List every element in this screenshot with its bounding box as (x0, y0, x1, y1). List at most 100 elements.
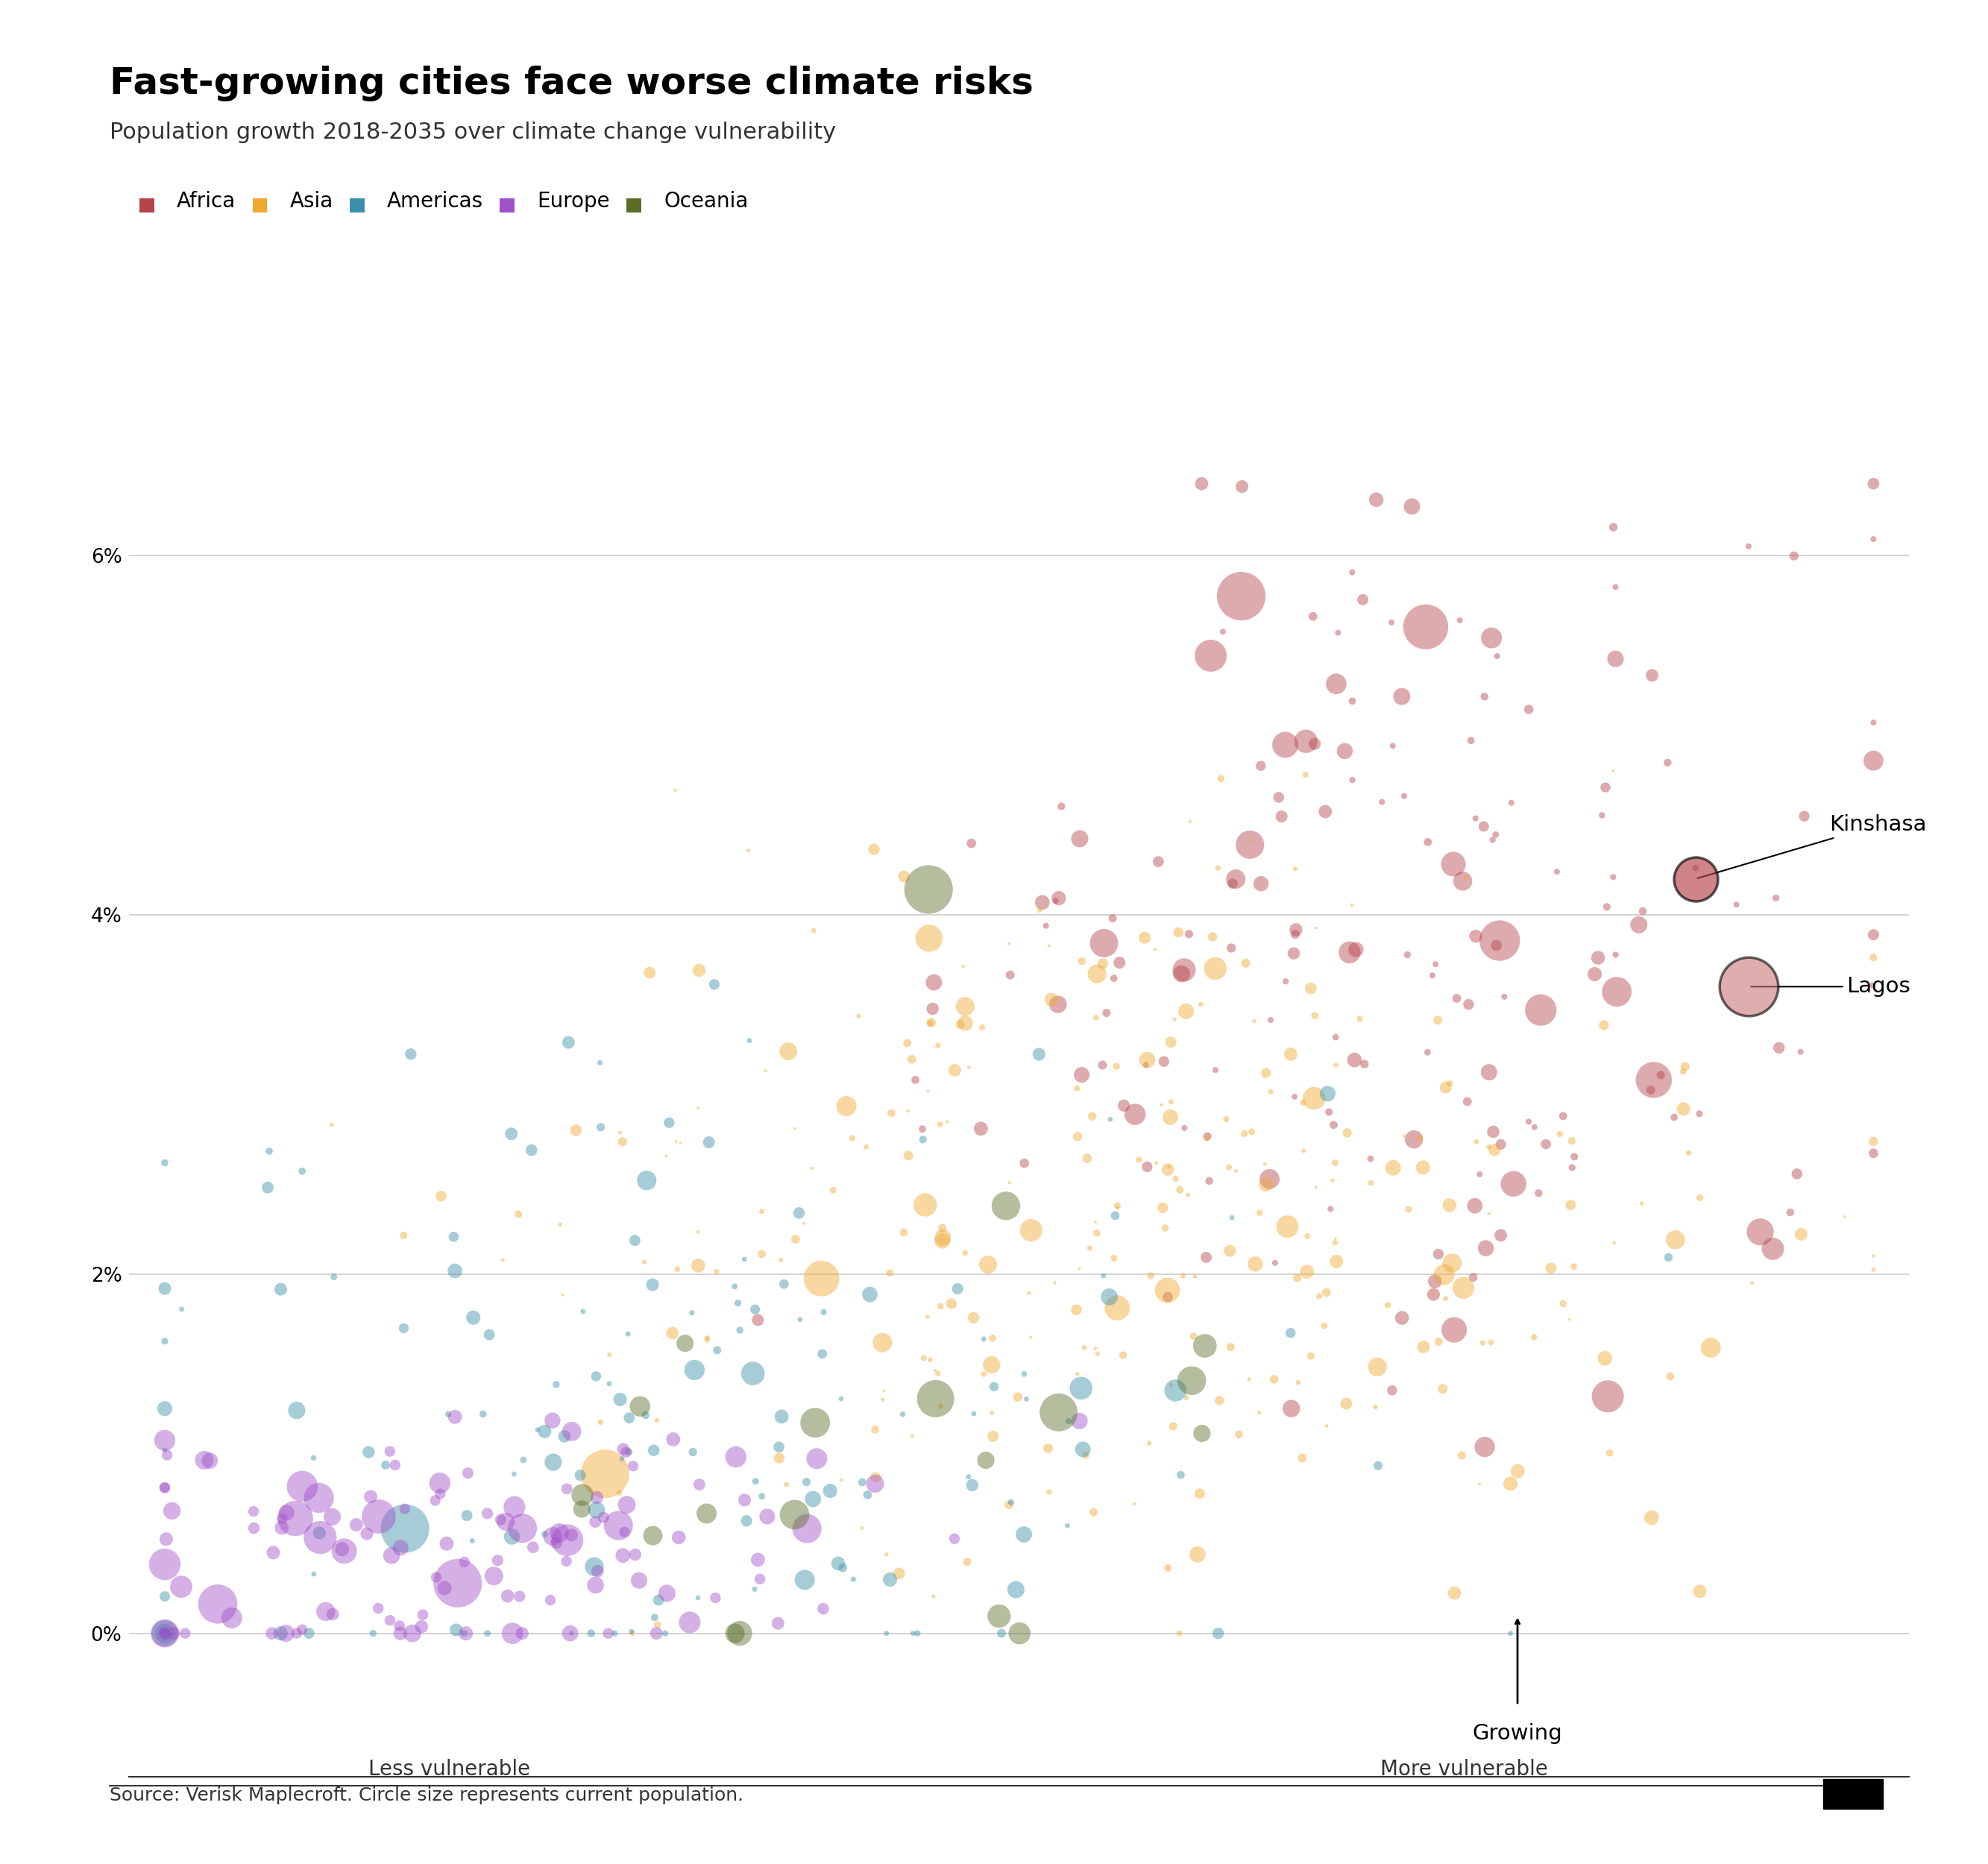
Point (149, 1473, 181, 1502)
Point (1155, 1102, 1187, 1131)
Point (1244, 751, 1276, 781)
Point (491, 1581, 523, 1610)
Point (1254, 1077, 1286, 1107)
Point (948, 1238, 980, 1268)
Point (1376, 608, 1408, 637)
Point (837, 1564, 869, 1594)
Point (1062, 1122, 1093, 1152)
Point (912, 1076, 944, 1105)
Point (1244, 1199, 1276, 1228)
Point (1743, 1217, 1775, 1247)
Point (1133, 1428, 1165, 1458)
Point (252, 1172, 284, 1202)
Point (1789, 802, 1821, 831)
Point (1378, 1152, 1409, 1182)
Point (1463, 1159, 1495, 1189)
Point (1183, 1478, 1215, 1508)
Point (157, 1618, 189, 1648)
Point (1235, 826, 1266, 856)
Point (495, 1521, 527, 1551)
Point (1191, 1122, 1223, 1152)
Point (543, 1517, 575, 1547)
Point (580, 1482, 612, 1512)
Point (439, 1402, 471, 1432)
Point (1320, 1247, 1352, 1277)
Point (1197, 923, 1229, 953)
Point (664, 1128, 696, 1158)
Point (1463, 1469, 1495, 1499)
Point (1672, 1137, 1704, 1167)
Point (1034, 930, 1066, 960)
Point (1213, 1152, 1244, 1182)
Point (670, 1329, 702, 1359)
Point (805, 1264, 837, 1294)
Point (298, 1443, 330, 1473)
Point (1070, 1441, 1101, 1471)
Point (901, 1618, 932, 1648)
Text: Population growth 2018-2035 over climate change vulnerability: Population growth 2018-2035 over climate… (109, 121, 835, 144)
Point (1002, 1383, 1034, 1413)
Point (964, 1115, 996, 1144)
Point (1211, 1103, 1242, 1133)
Point (1447, 1273, 1479, 1303)
Point (692, 1325, 724, 1355)
Point (388, 1314, 419, 1344)
Point (1185, 468, 1217, 498)
Point (541, 1370, 573, 1400)
Point (952, 1461, 984, 1491)
Point (1684, 1100, 1716, 1130)
Point (869, 1376, 901, 1405)
Point (1435, 1249, 1467, 1279)
Point (1557, 1152, 1588, 1182)
Point (499, 1460, 531, 1489)
Point (1248, 1148, 1280, 1178)
Point (1531, 1130, 1563, 1159)
Point (694, 1128, 726, 1158)
Point (499, 1493, 531, 1523)
Point (580, 1361, 612, 1391)
Point (575, 1618, 606, 1648)
Point (1652, 747, 1684, 777)
Point (555, 1521, 586, 1551)
Point (439, 1614, 471, 1644)
Point (682, 1583, 714, 1612)
Point (761, 1609, 793, 1638)
Point (1066, 1061, 1097, 1090)
Point (994, 960, 1026, 990)
Point (1759, 884, 1791, 913)
Point (682, 1217, 714, 1247)
Point (252, 1137, 284, 1167)
Point (746, 1240, 777, 1269)
Point (678, 1437, 710, 1467)
Point (565, 1460, 596, 1489)
Point (684, 1469, 716, 1499)
Point (799, 1407, 831, 1437)
Point (1145, 1090, 1177, 1120)
Point (1199, 1055, 1231, 1085)
Point (515, 1135, 547, 1165)
Point (640, 1618, 672, 1648)
Point (614, 1404, 646, 1433)
Point (684, 956, 716, 986)
Point (352, 1437, 384, 1467)
Point (1404, 1122, 1435, 1152)
Point (1473, 1199, 1505, 1228)
Point (676, 1297, 708, 1327)
Point (1272, 1212, 1304, 1241)
Point (1079, 1333, 1111, 1363)
Point (1036, 984, 1068, 1014)
Point (1469, 1234, 1501, 1264)
Point (537, 1521, 569, 1551)
Point (1064, 1254, 1095, 1284)
Point (1419, 1266, 1451, 1295)
Point (1318, 1111, 1350, 1141)
Point (1173, 1180, 1205, 1210)
Point (922, 1359, 954, 1389)
Point (1064, 824, 1095, 854)
Point (1274, 1040, 1306, 1070)
Point (1680, 854, 1712, 884)
Point (807, 1297, 839, 1327)
Point (580, 1569, 612, 1599)
Point (1270, 967, 1302, 997)
Point (1153, 1553, 1185, 1583)
